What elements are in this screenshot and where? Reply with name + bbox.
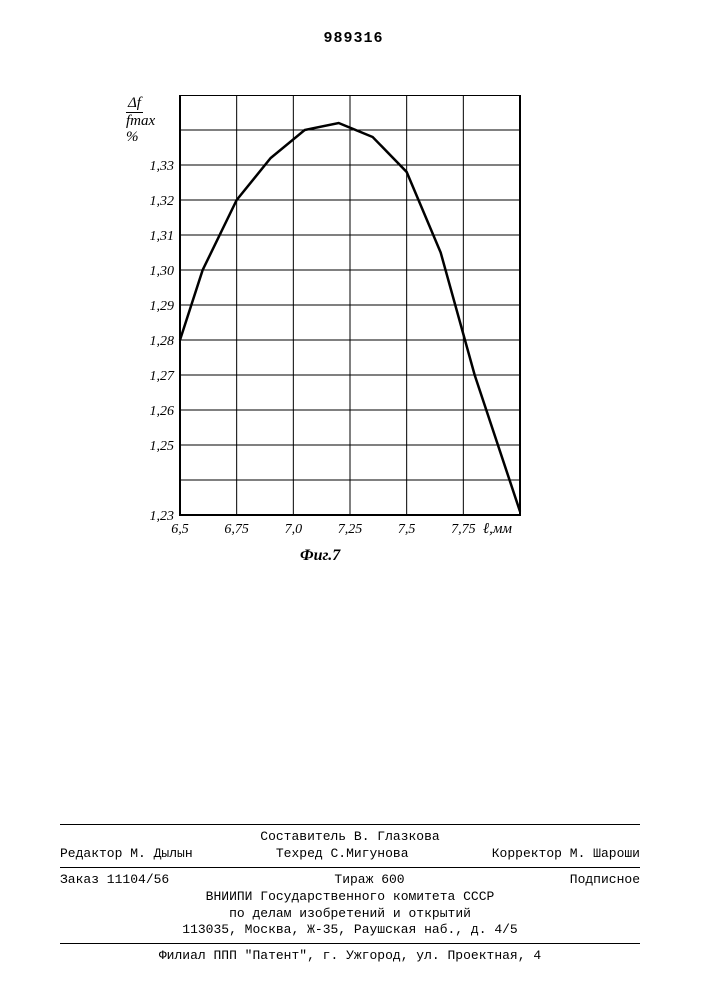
- svg-text:7,75: 7,75: [451, 522, 476, 537]
- svg-text:7,25: 7,25: [338, 522, 363, 537]
- svg-text:1,25: 1,25: [150, 439, 175, 454]
- order: Заказ 11104/56: [60, 872, 169, 889]
- footer-rule: [60, 867, 640, 868]
- svg-text:1,30: 1,30: [150, 264, 175, 279]
- credits-row: Редактор М. Дылын Техред С.Мигунова Корр…: [60, 846, 640, 863]
- svg-text:6,75: 6,75: [224, 522, 249, 537]
- compiler-line: Составитель В. Глазкова: [60, 829, 640, 846]
- corrector: Корректор М. Шароши: [492, 846, 640, 863]
- footer-block: Составитель В. Глазкова Редактор М. Дылы…: [60, 820, 640, 965]
- svg-text:7,5: 7,5: [398, 522, 416, 537]
- chart-figure: Δf fmax % 1,231,251,261,271,281,291,301,…: [130, 95, 530, 570]
- order-row: Заказ 11104/56 Тираж 600 Подписное: [60, 872, 640, 889]
- subscribe: Подписное: [570, 872, 640, 889]
- svg-text:1,29: 1,29: [150, 299, 175, 314]
- svg-text:1,32: 1,32: [150, 194, 175, 209]
- addr-line: 113035, Москва, Ж-35, Раушская наб., д. …: [60, 922, 640, 939]
- svg-text:1,27: 1,27: [150, 369, 176, 384]
- svg-text:1,28: 1,28: [150, 334, 175, 349]
- svg-text:1,31: 1,31: [150, 229, 175, 244]
- svg-text:7,0: 7,0: [285, 522, 303, 537]
- branch-line: Филиал ППП "Патент", г. Ужгород, ул. Про…: [60, 948, 640, 965]
- tirage: Тираж 600: [334, 872, 404, 889]
- page-number: 989316: [323, 30, 383, 47]
- techred: Техред С.Мигунова: [276, 846, 409, 863]
- svg-text:1,26: 1,26: [150, 404, 175, 419]
- editor: Редактор М. Дылын: [60, 846, 193, 863]
- y-axis-numerator: Δf: [126, 95, 143, 113]
- svg-text:6,5: 6,5: [171, 522, 189, 537]
- org-line-2: по делам изобретений и открытий: [60, 906, 640, 923]
- svg-text:ℓ,мм: ℓ,мм: [483, 521, 513, 537]
- footer-rule: [60, 824, 640, 825]
- y-axis-title: Δf fmax %: [126, 95, 155, 146]
- footer-rule: [60, 943, 640, 944]
- svg-text:1,33: 1,33: [150, 159, 175, 174]
- org-line-1: ВНИИПИ Государственного комитета СССР: [60, 889, 640, 906]
- y-axis-unit: %: [126, 129, 139, 145]
- figure-label: Фиг.7: [300, 547, 340, 565]
- y-axis-denominator: fmax: [126, 113, 155, 130]
- chart-svg: 1,231,251,261,271,281,291,301,311,321,33…: [130, 95, 530, 555]
